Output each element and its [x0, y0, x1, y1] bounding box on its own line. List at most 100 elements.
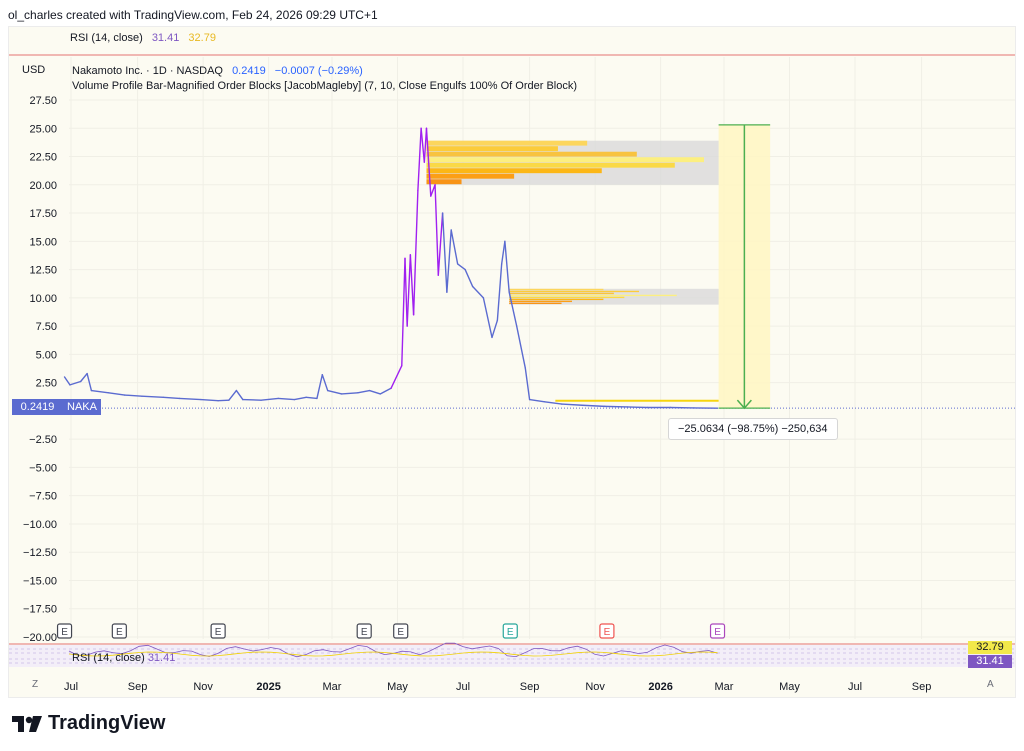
x-tick-label: 2025 — [256, 681, 280, 693]
price-line-segment — [409, 254, 415, 316]
price-line-segment — [107, 392, 126, 396]
earnings-marker[interactable] — [502, 623, 518, 639]
auto-scale-button[interactable]: A — [987, 679, 994, 690]
price-line-segment — [340, 392, 359, 395]
price-line-segment — [293, 396, 307, 401]
zoom-button[interactable]: Z — [32, 679, 39, 690]
rsi-ma-badge: 32.79 — [968, 641, 1012, 654]
volume-profile-bar — [509, 290, 640, 293]
rsi-pane-value: 31.41 — [147, 652, 176, 664]
measure-label: −25.0634 (−98.75%) −250,634 — [668, 418, 838, 440]
price-line-segment — [626, 406, 649, 409]
price-line-segment — [321, 374, 329, 392]
price-line-segment — [482, 297, 493, 339]
price-chart-svg[interactable]: 27.50 25.00 22.50 20.00 17.50 15.00 12.50 10.00… — [9, 27, 1016, 698]
brand-name: TradingView — [48, 712, 166, 734]
earnings-marker[interactable] — [210, 623, 226, 639]
earnings-marker-label: E — [215, 627, 222, 638]
y-tick-label: 15.00 — [29, 236, 57, 248]
price-line-segment — [446, 229, 452, 293]
price-line-segment — [228, 389, 238, 401]
last-price-legend: 0.2419 — [232, 65, 266, 77]
x-tick-label: Sep — [128, 681, 148, 693]
brand-footer: TradingView — [12, 712, 165, 735]
price-line-segment — [434, 184, 439, 276]
earnings-marker[interactable] — [709, 623, 726, 639]
x-tick-label: Mar — [714, 681, 733, 693]
x-tick-label: Jul — [848, 681, 862, 693]
price-line-segment — [515, 325, 526, 369]
chart-credit: ol_charles created with TradingView.com,… — [8, 8, 378, 22]
price-line-segment — [450, 229, 459, 265]
volume-profile-bar — [426, 157, 704, 163]
earnings-marker-label: E — [604, 627, 611, 638]
price-line-segment — [437, 212, 444, 276]
price-line-segment — [604, 405, 629, 408]
price-line-segment — [277, 397, 296, 401]
rsi-pane-name: RSI (14, close) — [72, 652, 145, 664]
price-line-segment — [235, 389, 244, 401]
y-tick-label: 5.00 — [36, 349, 57, 361]
measure-arrow-head — [736, 399, 752, 410]
x-tick-label: May — [387, 681, 408, 693]
rsi-value-badge: 31.41 — [968, 655, 1012, 668]
y-tick-label: 25.00 — [29, 123, 57, 135]
y-tick-label: 10.00 — [29, 293, 57, 305]
main-legend[interactable]: Nakamoto Inc. · 1D · NASDAQ 0.2419 −0.00… — [72, 64, 577, 94]
rsi-top-ma: 32.79 — [188, 32, 216, 44]
price-line-segment — [368, 389, 382, 395]
volume-profile-bar — [509, 300, 573, 303]
earnings-marker[interactable] — [393, 623, 409, 639]
y-tick-label: −7.50 — [29, 491, 57, 503]
earnings-marker[interactable] — [599, 623, 615, 639]
x-tick-label: Sep — [520, 681, 540, 693]
x-tick-label: Sep — [912, 681, 932, 693]
rsi-top-value: 31.41 — [151, 32, 180, 44]
earnings-marker[interactable] — [111, 623, 127, 639]
volume-profile-bar — [426, 162, 675, 168]
price-line-segment — [491, 319, 499, 339]
price-line-segment — [326, 389, 343, 395]
price-line-segment — [581, 404, 606, 408]
x-tick-label: Nov — [585, 681, 605, 693]
volume-profile-bar — [509, 292, 614, 295]
price-line-segment — [504, 240, 510, 293]
price-line-segment — [417, 127, 422, 192]
x-tick-label: Jul — [64, 681, 78, 693]
y-tick-label: −20.00 — [23, 632, 57, 644]
y-tick-label: −15.00 — [23, 575, 57, 587]
price-line-segment — [508, 291, 518, 327]
price-line-segment — [401, 257, 406, 367]
rsi-top-legend[interactable]: RSI (14, close) 31.41 32.79 — [70, 32, 216, 44]
volume-profile-bar — [509, 296, 625, 299]
volume-profile-bar — [426, 179, 462, 185]
price-line-segment — [69, 380, 82, 386]
price-line-segment — [390, 364, 403, 389]
x-tick-label: Mar — [322, 681, 341, 693]
rsi-ma-line — [68, 651, 718, 657]
volume-profile-bar — [426, 173, 515, 179]
price-line-segment — [242, 398, 262, 401]
currency-label[interactable]: USD — [22, 64, 46, 76]
price-line-segment — [357, 389, 371, 394]
volume-profile-bar — [509, 302, 562, 305]
rsi-top-name: RSI (14, close) — [70, 32, 143, 44]
price-line-segment — [90, 389, 110, 394]
price-line-segment — [406, 254, 412, 327]
tradingview-logo-icon — [12, 715, 42, 732]
price-line-segment — [123, 394, 143, 397]
chart-frame: 27.50 25.00 22.50 20.00 17.50 15.00 12.50 10.00… — [8, 26, 1016, 698]
price-line-segment — [316, 374, 324, 400]
y-tick-label: 22.50 — [29, 152, 57, 164]
earnings-marker[interactable] — [356, 623, 372, 639]
indicator-legend[interactable]: Volume Profile Bar-Magnified Order Block… — [72, 80, 578, 92]
price-line-segment — [528, 398, 546, 403]
earnings-marker[interactable] — [56, 623, 73, 639]
earnings-marker-label: E — [61, 627, 68, 638]
price-line-segment — [178, 397, 202, 401]
ticker-tag: NAKA — [63, 399, 101, 415]
price-line-segment — [305, 396, 318, 400]
price-line-segment — [200, 398, 219, 402]
earnings-marker-label: E — [116, 627, 123, 638]
rsi-pane-label[interactable]: RSI (14, close) 31.41 — [72, 652, 175, 664]
